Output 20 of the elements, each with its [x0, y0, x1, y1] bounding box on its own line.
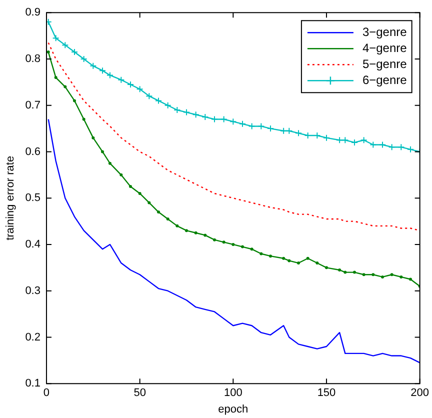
- legend-label: 4−genre: [362, 40, 408, 55]
- x-tick-label: 100: [224, 387, 242, 400]
- y-tick-label: 0.5: [25, 192, 40, 204]
- y-tick-label: 0.4: [25, 238, 40, 251]
- y-tick-label: 0.9: [25, 6, 40, 19]
- y-tick-label: 0.2: [25, 331, 40, 344]
- y-tick-label: 0.6: [25, 146, 40, 158]
- x-tick-label: 0: [43, 387, 50, 400]
- x-tick-label: 150: [317, 387, 336, 400]
- legend-label: 3−genre: [362, 24, 408, 39]
- y-axis-title: training error rate: [4, 156, 17, 240]
- x-tick-label: 50: [134, 387, 146, 400]
- legend-label: 6−genre: [362, 72, 408, 87]
- y-tick-label: 0.1: [25, 378, 40, 390]
- y-tick-label: 0.7: [25, 99, 40, 112]
- legend-label: 5−genre: [362, 56, 408, 71]
- x-tick-label: 200: [410, 387, 430, 400]
- x-axis-title: epoch: [218, 403, 248, 416]
- y-tick-label: 0.8: [25, 53, 40, 66]
- y-tick-label: 0.3: [25, 284, 40, 297]
